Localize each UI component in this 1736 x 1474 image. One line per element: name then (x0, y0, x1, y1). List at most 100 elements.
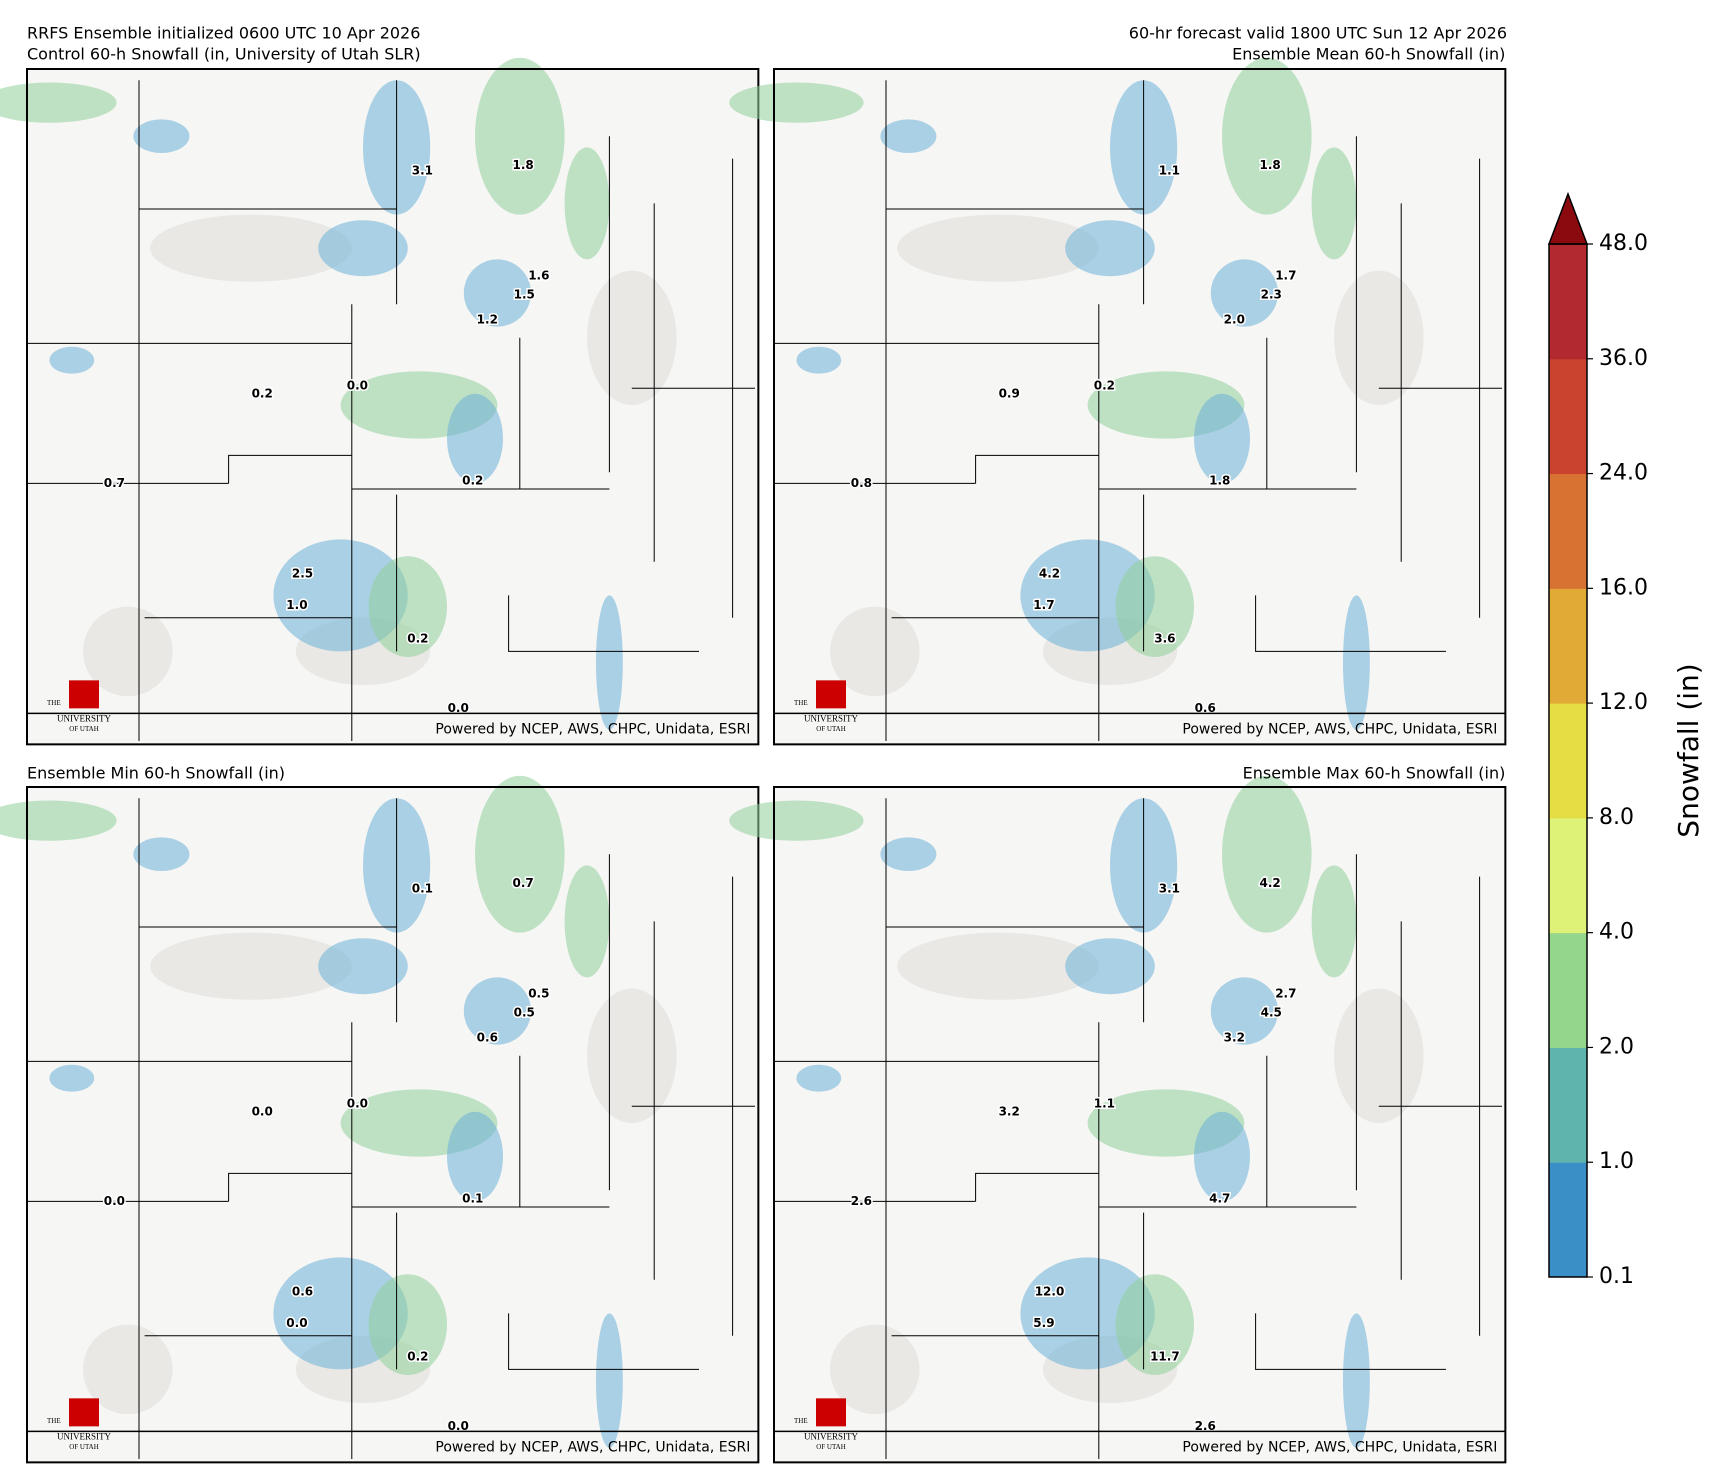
terrain (830, 606, 920, 697)
snow-area (463, 259, 531, 327)
station-value: 1.6 (528, 269, 549, 283)
snow-area (595, 1313, 623, 1448)
snow-area (475, 775, 565, 933)
colorbar-tick-label: 2.0 (1599, 1034, 1634, 1059)
station-value: 3.1 (1159, 881, 1180, 895)
station-value: 0.6 (292, 1285, 313, 1299)
logo-text: UNIVERSITY (804, 713, 858, 723)
station-value: 3.6 (1154, 632, 1175, 646)
station-value: 2.0 (1224, 312, 1245, 326)
snow-area (564, 147, 610, 260)
header-text: RRFS Ensemble initialized 0600 UTC 10 Ap… (27, 24, 420, 43)
station-value: 0.0 (448, 701, 469, 715)
boundary-line (975, 1172, 1099, 1202)
terrain (587, 270, 677, 405)
logo-text: UNIVERSITY (57, 713, 111, 723)
map-panel: 3.1 4.2 2.7 4.5 3.2 3.2 1.1 2.6 4.7 12.0 5.9 11.7 2.… (729, 775, 1507, 1464)
station-value: 1.1 (1159, 163, 1180, 177)
snow-area (318, 938, 408, 995)
station-value: 0.0 (104, 1194, 125, 1208)
logo-text: THE (794, 699, 808, 707)
colorbar-extend (1547, 191, 1589, 245)
colorbar-bin (1549, 588, 1587, 704)
boundary-line (508, 1313, 699, 1370)
station-value: 2.7 (1275, 987, 1296, 1001)
colorbar-bin (1549, 932, 1587, 1048)
colorbar-tick-label: 12.0 (1599, 690, 1648, 715)
footer-credit: Powered by NCEP, AWS, CHPC, Unidata, ESR… (1182, 721, 1497, 737)
terrain (830, 1324, 920, 1415)
snow-area (880, 119, 937, 153)
colorbar-bin (1549, 473, 1587, 589)
boundary-line (228, 454, 352, 484)
snow-area (368, 1274, 447, 1375)
logo-text: THE (794, 1417, 808, 1425)
logo-text: UNIVERSITY (804, 1431, 858, 1441)
station-value: 0.5 (514, 1006, 535, 1020)
map-frame (26, 786, 760, 1464)
colorbar-tick-label: 8.0 (1599, 805, 1634, 830)
colorbar-tick-label: 36.0 (1599, 346, 1648, 371)
logo-u (69, 1398, 99, 1427)
station-value: 3.2 (999, 1104, 1020, 1118)
logo-text: OF UTAH (816, 1443, 846, 1451)
snow-area (1194, 1111, 1250, 1202)
terrain (150, 214, 352, 282)
logo-text: OF UTAH (816, 725, 846, 733)
station-value: 1.7 (1275, 269, 1296, 283)
station-value: 1.8 (513, 158, 534, 172)
snow-area (368, 556, 447, 657)
boundary-line (228, 1172, 352, 1202)
station-value: 0.1 (462, 1192, 483, 1206)
station-value: 0.1 (412, 881, 433, 895)
terrain (1334, 270, 1424, 405)
station-value: 2.3 (1261, 288, 1282, 302)
map-panel: 3.1 1.8 1.6 1.5 1.2 0.2 0.0 0.7 0.2 2.5 1.0 0.2 0.0 P… (0, 57, 760, 746)
snow-area (880, 837, 937, 871)
snow-area (1342, 595, 1370, 730)
panel-title: Ensemble Max 60-h Snowfall (in) (1243, 764, 1506, 783)
panel-title: Ensemble Min 60-h Snowfall (in) (27, 764, 285, 783)
footer-credit: Powered by NCEP, AWS, CHPC, Unidata, ESR… (435, 721, 750, 737)
terrain (1334, 988, 1424, 1123)
colorbar-bin (1549, 703, 1587, 819)
boundary-line (1255, 595, 1446, 652)
station-value: 3.1 (412, 163, 433, 177)
snow-area (1342, 1313, 1370, 1448)
colorbar-label: Snowfall (in) (1672, 663, 1705, 837)
snow-area (1065, 220, 1155, 277)
station-value: 5.9 (1033, 1316, 1054, 1330)
logo-text: OF UTAH (69, 1443, 99, 1451)
snow-area (1311, 147, 1357, 260)
station-value: 0.2 (462, 474, 483, 488)
station-value: 0.0 (448, 1419, 469, 1433)
station-value: 0.5 (528, 987, 549, 1001)
station-value: 0.7 (513, 876, 534, 890)
snow-area (447, 393, 503, 484)
colorbar-bin (1549, 817, 1587, 934)
station-value: 1.8 (1260, 158, 1281, 172)
station-value: 4.2 (1039, 567, 1060, 581)
snow-area (0, 800, 117, 841)
station-value: 4.7 (1209, 1192, 1230, 1206)
snow-area (133, 119, 190, 153)
snow-area (729, 800, 864, 841)
station-value: 11.7 (1150, 1350, 1180, 1364)
boundary-line (1255, 1313, 1446, 1370)
colorbar-bin (1549, 1047, 1587, 1163)
station-value: 3.2 (1224, 1030, 1245, 1044)
colorbar-bin (1549, 358, 1587, 475)
map-frame (26, 68, 760, 746)
colorbar-frame (1548, 243, 1588, 1278)
snow-area (49, 1064, 95, 1092)
logo-u (816, 680, 846, 709)
footer-credit: Powered by NCEP, AWS, CHPC, Unidata, ESR… (1182, 1439, 1497, 1455)
terrain (150, 932, 352, 1000)
station-value: 1.0 (286, 598, 307, 612)
snow-area (0, 82, 117, 123)
snow-area (1311, 865, 1357, 978)
station-value: 0.8 (851, 476, 872, 490)
snow-area (1222, 57, 1312, 215)
colorbar-tick-label: 48.0 (1599, 231, 1648, 256)
